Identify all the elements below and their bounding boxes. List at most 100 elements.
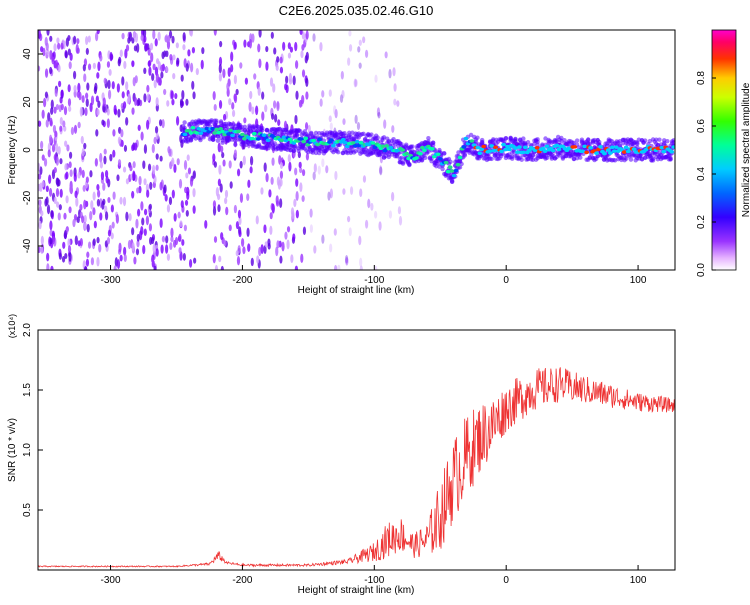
noise-cell [134, 142, 138, 151]
noise-cell [345, 257, 349, 266]
noise-cell [279, 170, 284, 180]
noise-cell [195, 68, 199, 76]
ridge-cell [526, 148, 532, 153]
noise-cell [212, 90, 216, 101]
ridge-glow-cell [562, 137, 567, 143]
ridge-cell [572, 145, 578, 149]
noise-cell [260, 187, 264, 195]
noise-cell [217, 178, 221, 187]
ridge-cell [400, 148, 406, 152]
colorbar-tick-label: 0.4 [696, 167, 707, 181]
noise-cell [155, 132, 159, 140]
noise-cell [192, 205, 196, 214]
ridge-cell [613, 145, 619, 150]
noise-cell [182, 32, 186, 41]
noise-cell [257, 86, 261, 96]
noise-cell [68, 61, 72, 70]
ridge-cell [204, 126, 210, 131]
noise-cell [67, 84, 71, 93]
noise-cell [220, 145, 224, 153]
ridge-glow-cell [668, 157, 673, 162]
noise-cell [101, 119, 105, 126]
noise-cell [131, 37, 135, 44]
noise-cell [90, 257, 95, 266]
noise-cell [218, 100, 223, 109]
noise-cell [62, 241, 66, 249]
noise-cell [45, 185, 49, 193]
noise-cell [374, 74, 378, 83]
ridge-cell [580, 149, 586, 154]
noise-cell [176, 158, 180, 166]
noise-cell [300, 253, 304, 263]
noise-cell [227, 67, 231, 78]
noise-cell [57, 64, 61, 73]
noise-cell [132, 32, 136, 39]
noise-cell [168, 196, 173, 206]
noise-cell [40, 246, 44, 254]
noise-cell [65, 37, 69, 47]
noise-cell [58, 252, 62, 260]
noise-cell [38, 220, 42, 230]
ridge-cell [249, 136, 255, 141]
spectrogram-x-tick-label: -300 [101, 275, 121, 286]
ridge-cell [489, 144, 495, 148]
noise-cell [398, 215, 403, 226]
noise-cell [67, 98, 72, 107]
noise-cell [112, 129, 116, 137]
noise-cell [46, 252, 50, 262]
colorbar-tick-label: 0.8 [696, 71, 707, 85]
noise-cell [376, 107, 381, 117]
noise-cell [267, 242, 271, 250]
noise-cell [357, 46, 361, 53]
ridge-glow-cell [530, 153, 536, 158]
noise-cell [233, 204, 238, 214]
noise-cell [51, 236, 56, 245]
noise-cell [271, 157, 275, 166]
noise-cell [131, 107, 135, 115]
noise-cell [271, 112, 275, 120]
ridge-cell [214, 127, 220, 132]
ridge-glow-cell [426, 136, 431, 141]
noise-cell [47, 149, 51, 158]
ridge-cell [196, 126, 202, 131]
noise-cell [242, 246, 246, 255]
noise-cell [268, 189, 272, 198]
noise-cell [185, 63, 189, 72]
ridge-glow-cell [540, 142, 545, 147]
noise-cell [217, 193, 221, 201]
noise-cell [230, 51, 234, 62]
ridge-cell [493, 145, 499, 150]
ridge-cell [344, 144, 350, 149]
ridge-glow-cell [264, 127, 270, 133]
ridge-cell [210, 126, 216, 131]
noise-cell [362, 36, 366, 44]
ridge-cell [370, 141, 376, 145]
noise-cell [154, 38, 158, 47]
ridge-cell [329, 138, 334, 142]
ridge-glow-cell [586, 137, 591, 142]
noise-cell [282, 41, 286, 51]
noise-cell [96, 256, 100, 267]
noise-cell [388, 68, 392, 79]
ridge-cell [382, 148, 388, 153]
snr-x-tick-label: -200 [232, 575, 252, 586]
noise-cell [114, 108, 118, 116]
snr-y-axis: 0.5 1.0 1.5 2.0 [22, 323, 43, 517]
ridge-cell [598, 144, 603, 149]
noise-cell [57, 42, 61, 50]
ridge-cell [198, 131, 204, 136]
colorbar-tick-label: 0.6 [696, 119, 707, 133]
ridge-glow-cell [291, 148, 297, 154]
noise-cell [103, 148, 107, 155]
ridge-cell [220, 129, 226, 134]
noise-cell [301, 195, 305, 203]
noise-cell [253, 73, 257, 80]
noise-cell [96, 198, 101, 207]
noise-cell [92, 238, 96, 246]
noise-cell [163, 50, 167, 58]
noise-cell [89, 210, 93, 221]
ridge-glow-cell [391, 136, 396, 142]
noise-cell [64, 140, 68, 147]
ridge-glow-cell [386, 138, 392, 144]
noise-cell [312, 33, 316, 42]
